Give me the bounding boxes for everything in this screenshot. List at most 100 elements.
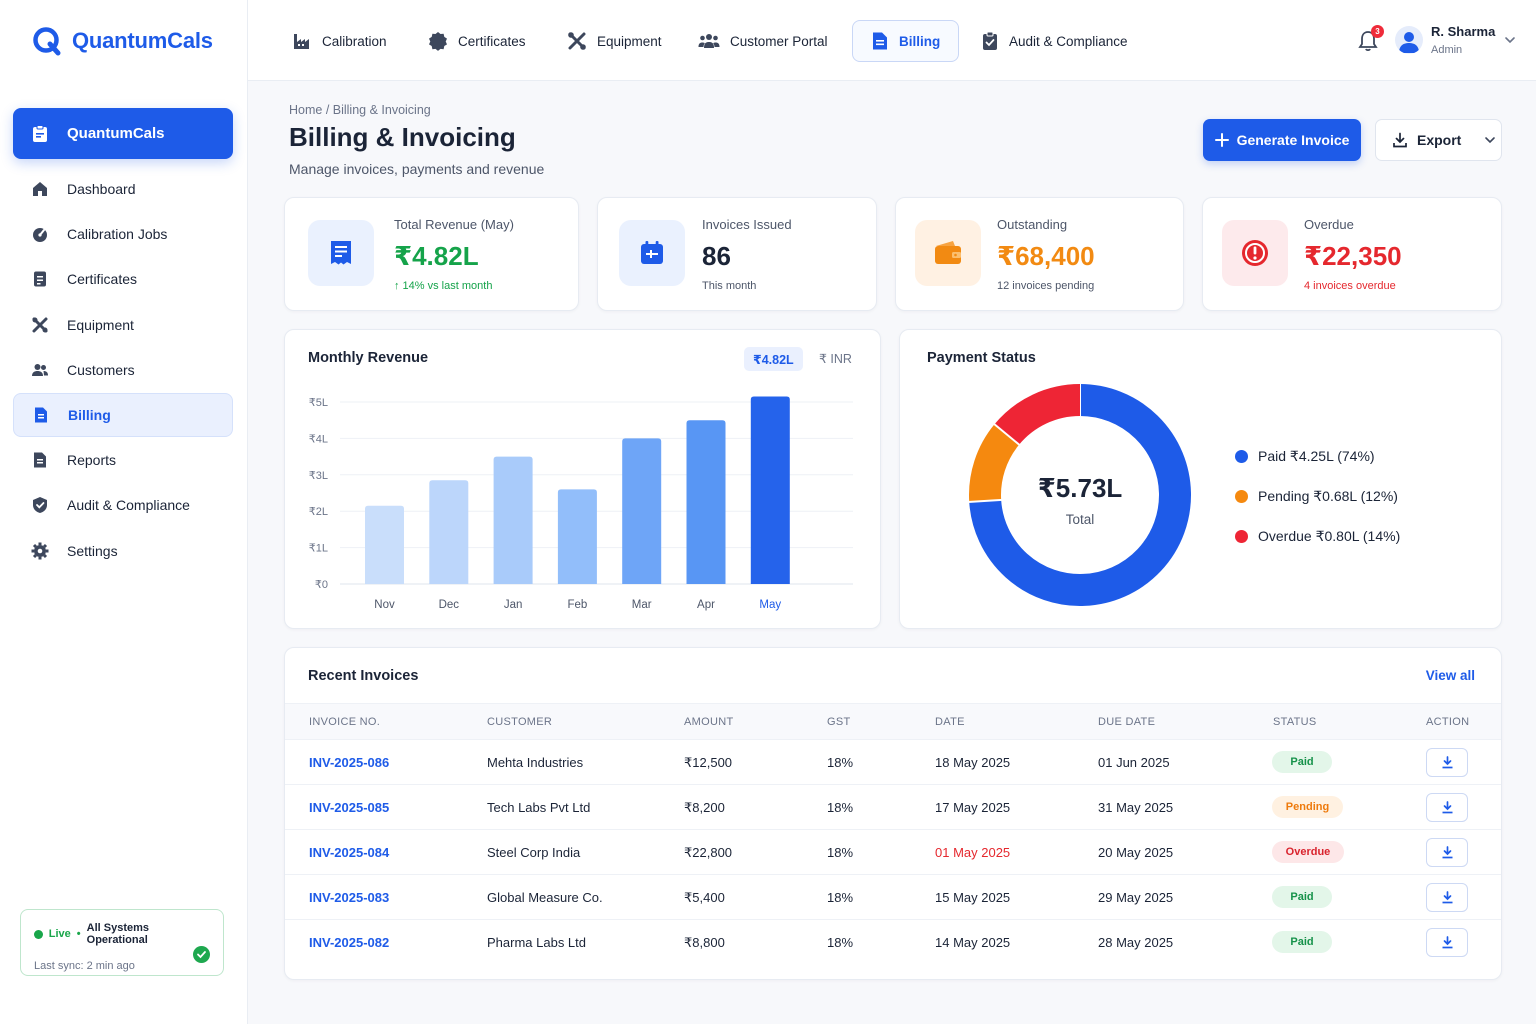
table-row[interactable]: INV-2025-082 Pharma Labs Ltd ₹8,800 18% … — [285, 920, 1501, 965]
invoice-number-link[interactable]: INV-2025-086 — [309, 755, 390, 770]
sidebar-item-label: Dashboard — [67, 181, 136, 197]
revenue-bar-chart: ₹0 ₹1L ₹2L ₹3L ₹4L ₹5L Nov Dec Jan Feb Mar Apr May — [309, 396, 853, 611]
legend-label: Paid ₹4.25L (74%) — [1258, 447, 1375, 464]
sidebar-item-label: Customers — [67, 361, 135, 378]
brand-card[interactable]: QuantumCals — [13, 108, 233, 159]
donut-slice-overdue[interactable] — [994, 384, 1081, 446]
table-row[interactable]: INV-2025-084 Steel Corp India ₹22,800 18… — [285, 830, 1501, 875]
generate-invoice-label: Generate Invoice — [1236, 132, 1350, 148]
bar-dec[interactable] — [429, 480, 469, 584]
home-icon — [31, 180, 49, 198]
download-button[interactable] — [1426, 928, 1468, 957]
invoice-number-link[interactable]: INV-2025-083 — [309, 890, 390, 905]
column-header: AMOUNT — [684, 716, 734, 728]
gst-cell: 18% — [827, 845, 854, 860]
sidebar-item-reports[interactable]: Reports — [13, 438, 233, 482]
x-tick-label: Feb — [567, 599, 587, 611]
due-date-cell: 01 Jun 2025 — [1098, 755, 1170, 770]
topnav-calibration[interactable]: Calibration — [274, 20, 405, 62]
download-button[interactable] — [1426, 883, 1468, 912]
stat-sub: 12 invoices pending — [997, 280, 1095, 292]
bar-may[interactable] — [750, 396, 790, 584]
column-header: GST — [827, 716, 851, 728]
payment-legend: Paid ₹4.25L (74%) Pending ₹0.68L (12%) O… — [1235, 436, 1400, 556]
y-tick-label: ₹1L — [309, 543, 328, 555]
sidebar-item-equipment[interactable]: Equipment — [13, 303, 233, 347]
sidebar-item-label: Reports — [67, 452, 117, 469]
view-all-link[interactable]: View all — [1425, 668, 1475, 683]
column-header: INVOICE NO. — [309, 716, 381, 728]
revenue-total-chip[interactable]: ₹4.82L — [744, 347, 803, 371]
legend-item-pending: Pending ₹0.68L (12%) — [1235, 476, 1400, 516]
top-navigation: Calibration Certificates Equipment Custo… — [248, 0, 1536, 81]
logo[interactable]: QuantumCals — [32, 26, 213, 56]
status-badge: Paid — [1272, 886, 1332, 908]
topnav-audit[interactable]: Audit & Compliance — [963, 20, 1146, 62]
topnav-certificates[interactable]: Certificates — [410, 20, 544, 62]
bar-feb[interactable] — [557, 489, 597, 584]
due-date-cell: 28 May 2025 — [1098, 935, 1174, 950]
x-tick-label: Jan — [504, 599, 523, 611]
bar-nov[interactable] — [365, 505, 404, 584]
legend-dot — [1235, 529, 1248, 543]
donut-slice-pending[interactable] — [969, 424, 1020, 502]
generate-invoice-button[interactable]: Generate Invoice — [1203, 119, 1361, 161]
table-row[interactable]: INV-2025-086 Mehta Industries ₹12,500 18… — [285, 740, 1501, 785]
topnav-billing[interactable]: Billing — [852, 20, 960, 62]
sidebar-item-billing[interactable]: Billing — [13, 392, 233, 437]
sidebar-item-calibration-jobs[interactable]: Calibration Jobs — [13, 212, 233, 256]
currency-chip[interactable]: ₹ INR — [819, 352, 852, 366]
avatar[interactable] — [1395, 26, 1423, 54]
user-name[interactable]: R. Sharma — [1431, 24, 1496, 39]
status-badge: Paid — [1272, 931, 1332, 953]
column-header: DUE DATE — [1098, 716, 1156, 728]
download-button[interactable] — [1426, 838, 1468, 867]
topnav-customer-portal[interactable]: Customer Portal — [680, 20, 846, 62]
invoice-number-link[interactable]: INV-2025-082 — [309, 935, 390, 950]
chevron-down-icon[interactable] — [1504, 35, 1516, 45]
due-date-cell: 20 May 2025 — [1098, 845, 1174, 860]
stat-value: ₹4.82L — [394, 241, 479, 271]
bar-apr[interactable] — [686, 420, 726, 584]
amount-cell: ₹8,800 — [684, 935, 725, 950]
stat-value: 86 — [702, 241, 731, 271]
table-row[interactable]: INV-2025-083 Global Measure Co. ₹5,400 1… — [285, 875, 1501, 920]
payment-donut-chart — [968, 383, 1191, 606]
stat-trend: ↑ 14% vs last month — [394, 280, 493, 292]
sidebar-item-dashboard[interactable]: Dashboard — [13, 167, 233, 211]
topnav-equipment[interactable]: Equipment — [549, 20, 680, 62]
billing-icon — [32, 406, 50, 424]
sidebar-item-label: Billing — [68, 406, 111, 423]
download-icon — [1442, 891, 1452, 904]
bar-jan[interactable] — [493, 456, 533, 584]
amount-cell: ₹22,800 — [684, 845, 733, 860]
user-role: Admin — [1431, 44, 1463, 56]
status-dot-icon — [34, 929, 43, 939]
legend-item-overdue: Overdue ₹0.80L (14%) — [1235, 516, 1400, 556]
export-button[interactable]: Export — [1375, 119, 1502, 161]
table-row[interactable]: INV-2025-085 Tech Labs Pvt Ltd ₹8,200 18… — [285, 785, 1501, 830]
invoice-number-link[interactable]: INV-2025-084 — [309, 845, 390, 860]
wallet-icon — [915, 220, 981, 286]
invoice-number-link[interactable]: INV-2025-085 — [309, 800, 390, 815]
sidebar-item-audit[interactable]: Audit & Compliance — [13, 483, 233, 527]
due-date-cell: 29 May 2025 — [1098, 890, 1174, 905]
bar-mar[interactable] — [622, 438, 662, 584]
x-tick-label: May — [759, 599, 781, 611]
gst-cell: 18% — [827, 800, 854, 815]
status-badge: Pending — [1272, 796, 1343, 818]
logo-text: QuantumCals — [72, 28, 213, 53]
donut-slice-paid[interactable] — [969, 384, 1191, 606]
sidebar-item-settings[interactable]: Settings — [13, 529, 233, 573]
last-sync: Last sync: 2 min ago — [34, 960, 135, 972]
download-button[interactable] — [1426, 793, 1468, 822]
status-message: All Systems Operational — [86, 922, 150, 946]
stat-label: Overdue — [1304, 217, 1354, 232]
breadcrumb[interactable]: Home / Billing & Invoicing — [289, 103, 431, 117]
sidebar-item-customers[interactable]: Customers — [13, 348, 233, 392]
stat-card-overdue: Overdue ₹22,350 4 invoices overdue — [1202, 197, 1502, 311]
sidebar-item-certificates[interactable]: Certificates — [13, 257, 233, 301]
stat-label: Outstanding — [997, 217, 1068, 232]
tools-icon — [568, 32, 586, 50]
download-button[interactable] — [1426, 748, 1468, 777]
